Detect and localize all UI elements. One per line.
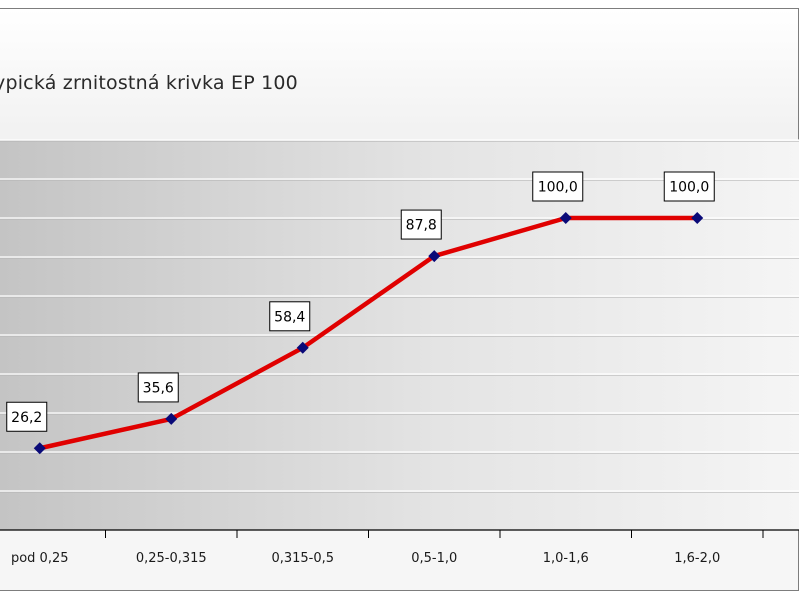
data-label: 26,2 bbox=[6, 401, 48, 432]
data-label-box bbox=[663, 171, 715, 202]
data-label-box bbox=[269, 301, 311, 332]
series-line bbox=[39, 215, 698, 451]
x-tick-label: 0,315-0,5 bbox=[271, 551, 334, 566]
data-label-box bbox=[6, 401, 48, 432]
data-label: 35,6 bbox=[137, 372, 179, 403]
chart-title: ypická zrnitostná krivka EP 100 bbox=[0, 72, 298, 94]
data-label-box bbox=[137, 372, 179, 403]
data-point-marker bbox=[559, 212, 572, 224]
data-point-marker bbox=[428, 250, 441, 263]
x-tick-label: 0,25-0,315 bbox=[136, 551, 207, 566]
data-label-text: 100,0 bbox=[538, 180, 578, 196]
data-point-marker bbox=[691, 212, 704, 224]
data-label-text: 26,2 bbox=[11, 410, 42, 426]
data-label: 100,0 bbox=[532, 171, 584, 202]
data-point-marker bbox=[296, 341, 309, 354]
data-label: 87,8 bbox=[400, 209, 442, 240]
data-label-text: 35,6 bbox=[143, 380, 174, 396]
data-label-text: 87,8 bbox=[406, 218, 437, 234]
x-tick-label: 1,6-2,0 bbox=[674, 551, 720, 566]
data-point-marker bbox=[33, 442, 46, 455]
data-label-box bbox=[400, 209, 442, 240]
x-tick-label: 1,0-1,6 bbox=[543, 551, 589, 566]
data-label-text: 100,0 bbox=[669, 180, 709, 196]
data-label-box bbox=[532, 171, 584, 202]
data-label: 58,4 bbox=[269, 301, 311, 332]
x-tick-label: 0,5-1,0 bbox=[411, 551, 457, 566]
x-tick-label: pod 0,25 bbox=[11, 551, 69, 566]
data-label: 100,0 bbox=[663, 171, 715, 202]
data-label-text: 58,4 bbox=[274, 309, 305, 325]
data-point-marker bbox=[165, 412, 178, 425]
